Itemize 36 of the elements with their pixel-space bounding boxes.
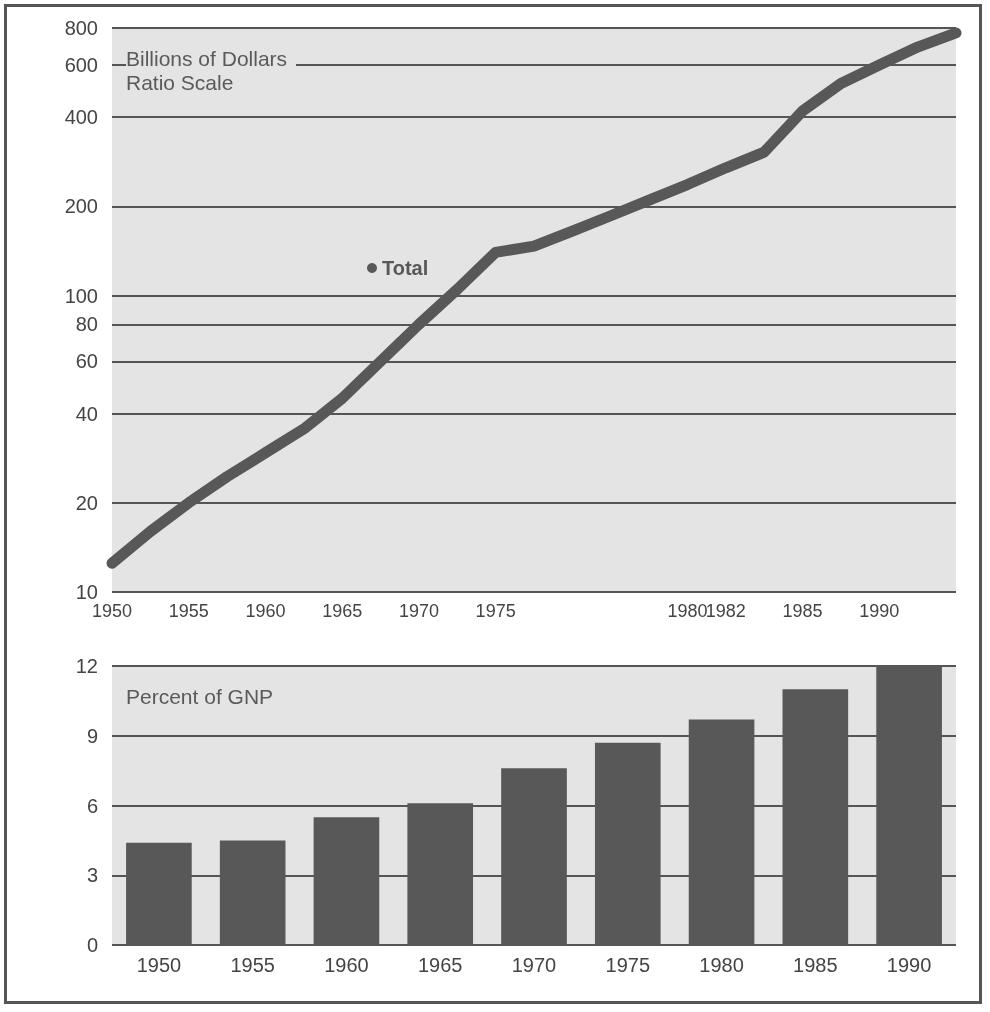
x-tick-label: 1990: [886, 954, 932, 976]
y-tick-label: 20: [75, 491, 98, 514]
y-tick-label: 80: [75, 313, 98, 336]
y-tick-label: 200: [64, 195, 98, 218]
y-tick-label: 12: [75, 655, 98, 677]
x-tick-label: 1990: [859, 601, 900, 621]
x-tick-label: 1975: [475, 601, 516, 621]
x-tick-label: 1965: [417, 954, 463, 976]
y-tick-label: 9: [86, 724, 98, 747]
x-tick-label: 1950: [136, 954, 182, 976]
x-tick-label: 1965: [322, 601, 363, 621]
x-tick-label: 1955: [168, 601, 209, 621]
y-tick-label: 6: [86, 794, 98, 817]
x-tick-label: 1955: [230, 954, 275, 976]
x-tick-label: 1970: [511, 954, 557, 976]
x-tick-label: 1970: [398, 601, 439, 621]
y-tick-label: 0: [86, 934, 98, 956]
x-tick-label: 1980: [667, 601, 708, 621]
x-tick-label: 1980: [699, 954, 744, 976]
legend-label: Total: [382, 257, 429, 279]
y-tick-label: 60: [75, 350, 98, 373]
y-tick-label: 100: [64, 284, 98, 307]
x-tick-label: 1960: [324, 954, 369, 976]
x-tick-label: 1975: [605, 954, 651, 976]
x-tick-label: 1985: [782, 601, 823, 621]
y-tick-label: 800: [64, 17, 98, 39]
y-axis-title: Percent of GNP: [126, 684, 274, 708]
x-tick-label: 1950: [91, 601, 133, 621]
y-tick-label: 3: [86, 864, 98, 887]
y-tick-label: 600: [64, 54, 98, 77]
y-tick-label: 400: [64, 106, 98, 129]
x-tick-label: 1985: [793, 954, 838, 976]
y-tick-label: 40: [75, 402, 98, 425]
x-tick-label: 1960: [245, 601, 286, 621]
y-axis-title: Billions of Dollars Ratio Scale: [126, 46, 293, 94]
y-tick-label: 10: [75, 581, 98, 603]
